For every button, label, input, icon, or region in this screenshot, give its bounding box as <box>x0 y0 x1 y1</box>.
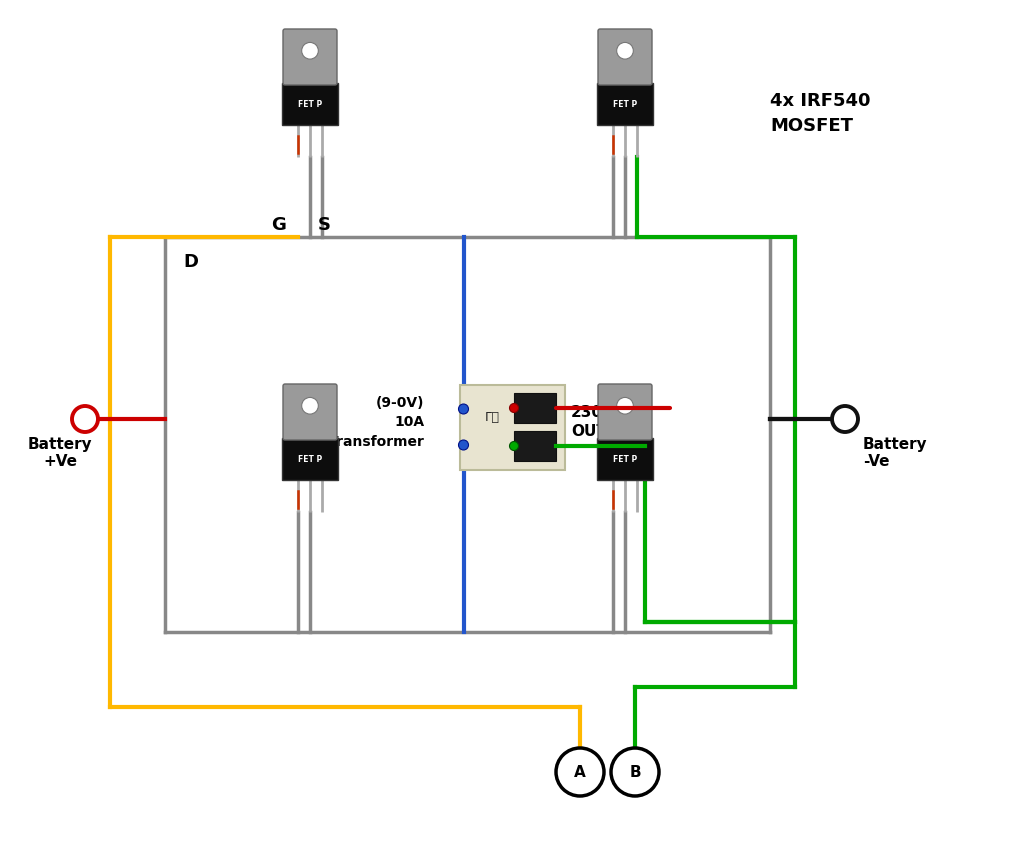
Bar <box>460 385 564 469</box>
FancyBboxPatch shape <box>598 29 652 85</box>
Circle shape <box>510 441 518 451</box>
Text: FET P: FET P <box>613 455 637 463</box>
FancyBboxPatch shape <box>598 384 652 440</box>
Text: (9-0V)
10A
Transformer: (9-0V) 10A Transformer <box>329 396 425 449</box>
FancyBboxPatch shape <box>283 29 337 85</box>
Circle shape <box>611 748 659 796</box>
Bar <box>597 83 653 125</box>
Bar <box>282 438 338 480</box>
Bar <box>514 393 556 423</box>
Circle shape <box>510 403 518 412</box>
Bar <box>597 438 653 480</box>
Circle shape <box>72 406 98 432</box>
Text: FET P: FET P <box>613 99 637 108</box>
Text: Battery
+Ve: Battery +Ve <box>28 437 92 469</box>
Text: FET P: FET P <box>298 99 323 108</box>
Bar <box>514 431 556 461</box>
Circle shape <box>302 397 318 414</box>
Text: S: S <box>318 216 331 234</box>
Circle shape <box>831 406 858 432</box>
Text: 4x IRF540
MOSFET: 4x IRF540 MOSFET <box>770 92 870 135</box>
Text: G: G <box>271 216 286 234</box>
Circle shape <box>616 42 633 59</box>
Text: D: D <box>183 253 198 271</box>
Bar <box>282 83 338 125</box>
Circle shape <box>459 404 469 414</box>
Circle shape <box>616 397 633 414</box>
Text: Battery
-Ve: Battery -Ve <box>863 437 928 469</box>
Circle shape <box>459 440 469 450</box>
Text: A: A <box>574 765 586 779</box>
Text: 230VAC
OUTPUT: 230VAC OUTPUT <box>571 405 641 440</box>
Text: B: B <box>629 765 641 779</box>
Text: FET P: FET P <box>298 455 323 463</box>
FancyBboxPatch shape <box>283 384 337 440</box>
Text: ΓɆ: ΓɆ <box>484 411 500 424</box>
Circle shape <box>302 42 318 59</box>
Circle shape <box>556 748 604 796</box>
